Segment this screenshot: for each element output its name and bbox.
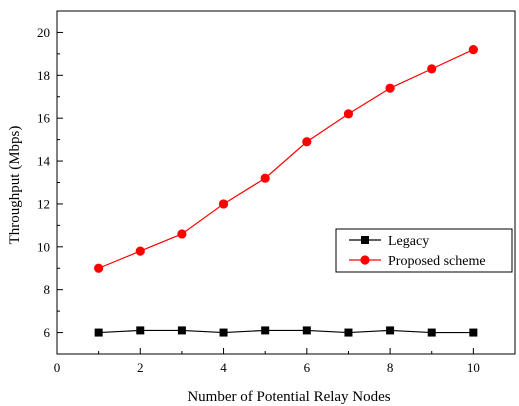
series-line-legacy [98, 329, 474, 334]
data-point-proposed-scheme [385, 83, 395, 93]
y-tick-label: 14 [37, 154, 51, 169]
data-point-proposed-scheme [135, 246, 145, 256]
y-tick-label: 18 [37, 68, 50, 83]
legend: Legacy Proposed scheme [335, 228, 513, 273]
legend-label-proposed-scheme: Proposed scheme [388, 254, 486, 269]
data-point-proposed-scheme [427, 64, 437, 74]
x-tick-label: 4 [220, 360, 227, 375]
x-tick-label: 6 [304, 360, 311, 375]
legend-marker-legacy [361, 236, 369, 244]
data-point-legacy [94, 328, 103, 337]
y-axis-label: Throughput (Mbps) [7, 126, 23, 245]
x-tick-label: 10 [467, 360, 480, 375]
data-point-proposed-scheme [302, 137, 312, 147]
data-point-legacy [177, 326, 186, 335]
x-tick-label: 0 [54, 360, 61, 375]
x-tick-label: 2 [137, 360, 144, 375]
data-point-proposed-scheme [177, 229, 187, 239]
legend-label-legacy: Legacy [388, 234, 429, 249]
data-point-legacy [219, 328, 228, 337]
data-point-legacy [427, 328, 436, 337]
legend-marker-proposed-scheme [360, 255, 370, 265]
series-line-proposed-scheme [98, 49, 474, 269]
y-tick-label: 16 [37, 111, 51, 126]
y-tick-label: 12 [37, 196, 50, 211]
data-point-legacy [136, 326, 145, 335]
y-tick-label: 10 [37, 239, 50, 254]
data-point-legacy [302, 326, 311, 335]
data-point-legacy [344, 328, 353, 337]
data-point-proposed-scheme [260, 173, 270, 183]
y-tick-label: 20 [37, 25, 50, 40]
data-point-legacy [386, 326, 395, 335]
data-point-proposed-scheme [218, 199, 229, 209]
x-tick-label: 8 [387, 360, 394, 375]
plot-area: 0 2 4 6 8 10 6 8 10 12 14 16 18 20 [37, 10, 516, 375]
y-tick-label: 8 [44, 282, 51, 297]
x-axis-label: Number of Potential Relay Nodes [187, 389, 390, 405]
data-point-legacy [469, 328, 478, 337]
data-point-proposed-scheme [94, 263, 104, 273]
data-point-legacy [261, 326, 270, 335]
data-point-proposed-scheme [468, 44, 478, 55]
data-point-proposed-scheme [343, 109, 354, 119]
y-tick-label: 6 [44, 325, 51, 340]
